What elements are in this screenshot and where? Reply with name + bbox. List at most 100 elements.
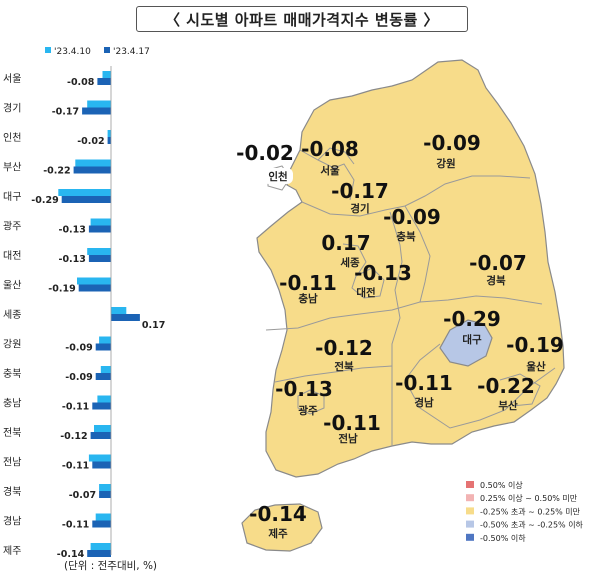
bar-prev xyxy=(102,71,111,78)
region-name: 충남 xyxy=(298,292,318,305)
category-label: 제주 xyxy=(3,545,21,557)
legend-label: -0.25% 초과 ~ 0.25% 미만 xyxy=(480,507,581,516)
category-label: 전북 xyxy=(3,427,21,439)
region-value: -0.12 xyxy=(315,336,373,360)
legend-swatch-1 xyxy=(45,47,51,53)
bar-prev xyxy=(88,454,111,462)
legend-label: -0.50% 초과 ~ -0.25% 이하 xyxy=(480,520,584,530)
category-label: 경북 xyxy=(3,485,21,498)
region-value: -0.11 xyxy=(395,371,453,395)
category-label: 서울 xyxy=(3,73,21,85)
region-value: -0.17 xyxy=(331,179,389,203)
region-name: 경기 xyxy=(350,202,369,215)
bar-prev xyxy=(90,543,111,550)
bar-curr xyxy=(82,107,111,115)
data-label: -0.11 xyxy=(62,402,89,413)
region-value: 0.17 xyxy=(321,231,370,255)
region-value: -0.29 xyxy=(443,307,501,331)
region-name: 서울 xyxy=(320,164,340,177)
region-value: -0.14 xyxy=(249,502,307,526)
region-name: 세종 xyxy=(340,256,360,269)
legend-label: 0.25% 이상 ~ 0.50% 미만 xyxy=(480,493,578,503)
legend-label: -0.50% 이하 xyxy=(480,533,526,543)
legend-label: 0.50% 이상 xyxy=(480,480,523,490)
data-label: -0.07 xyxy=(69,490,96,501)
bar-prev xyxy=(100,366,111,373)
map-labels: -0.08서울-0.02인천-0.17경기-0.09강원-0.09충북0.17세… xyxy=(236,131,564,540)
region-name: 대구 xyxy=(462,333,482,346)
region-name: 인천 xyxy=(268,170,287,183)
bar-prev xyxy=(107,130,111,137)
bar-curr xyxy=(78,284,111,292)
category-label: 전남 xyxy=(3,457,21,469)
chart-title-box: 〈 시도별 아파트 매매가격지수 변동률 〉 xyxy=(136,6,468,32)
bar-curr xyxy=(90,432,111,439)
bar-curr xyxy=(92,461,111,469)
legend-swatch xyxy=(466,507,474,515)
incheon-label-bg xyxy=(263,168,293,184)
bar-curr xyxy=(61,196,111,203)
region-value: -0.13 xyxy=(275,377,333,401)
region-value: -0.09 xyxy=(423,131,481,155)
data-label: -0.11 xyxy=(62,461,89,472)
region-value: -0.11 xyxy=(279,271,337,295)
category-label: 경남 xyxy=(3,515,21,528)
data-label: -0.08 xyxy=(67,77,95,88)
data-label: -0.02 xyxy=(77,136,104,147)
bar-curr xyxy=(88,255,111,262)
legend-swatch-2 xyxy=(104,47,110,53)
bar-prev xyxy=(87,100,111,108)
bar-prev xyxy=(99,336,111,344)
legend-label-2: '23.4.17 xyxy=(113,47,150,57)
bar-curr xyxy=(87,550,111,557)
region-shape-daegu xyxy=(439,319,493,367)
legend-swatch xyxy=(466,481,474,488)
data-label: -0.22 xyxy=(43,166,70,177)
data-label: -0.12 xyxy=(60,431,87,442)
region-value: -0.11 xyxy=(323,411,381,435)
region-name: 제주 xyxy=(268,527,288,540)
region-name: 경남 xyxy=(414,396,434,409)
data-label: -0.09 xyxy=(65,343,92,354)
category-label: 울산 xyxy=(3,280,21,292)
region-value: -0.22 xyxy=(477,374,535,398)
category-label: 대구 xyxy=(3,191,21,203)
category-label: 충북 xyxy=(3,368,21,380)
bar-curr xyxy=(95,343,111,351)
bar-curr xyxy=(92,402,111,410)
bar-prev xyxy=(87,248,111,255)
category-label: 세종 xyxy=(3,309,21,321)
region-value: -0.13 xyxy=(354,261,412,285)
data-label: -0.19 xyxy=(48,284,75,295)
region-name: 전남 xyxy=(338,432,358,445)
region-name: 강원 xyxy=(436,157,455,170)
bar-prev xyxy=(58,189,111,196)
region-name: 울산 xyxy=(526,360,546,373)
data-label: 0.17 xyxy=(142,320,165,331)
legend-swatch xyxy=(466,494,474,502)
category-label: 강원 xyxy=(3,339,21,351)
bar-curr xyxy=(99,491,111,498)
region-name: 경북 xyxy=(486,274,506,287)
region-value: -0.02 xyxy=(236,141,294,165)
category-label: 충남 xyxy=(3,398,21,410)
bar-curr xyxy=(111,314,140,321)
data-label: -0.13 xyxy=(59,254,86,265)
bar-prev xyxy=(75,159,111,167)
region-value: -0.09 xyxy=(383,205,441,229)
bar-prev xyxy=(94,425,111,432)
bar-curr xyxy=(88,225,111,233)
region-value: -0.19 xyxy=(506,333,564,357)
legend-swatch xyxy=(466,533,474,541)
map-legend: 0.50% 이상 0.25% 이상 ~ 0.50% 미만 -0.25% 초과 ~ 0… xyxy=(466,480,584,543)
region-shape-jeju xyxy=(241,503,323,552)
bar-prev xyxy=(111,307,127,314)
category-label: 대전 xyxy=(3,250,21,262)
bar-curr xyxy=(95,373,111,380)
bar-curr xyxy=(92,520,111,528)
data-label: -0.13 xyxy=(59,225,86,236)
region-name: 전북 xyxy=(334,360,354,373)
bar-prev xyxy=(97,395,111,403)
region-name: 광주 xyxy=(298,405,318,417)
